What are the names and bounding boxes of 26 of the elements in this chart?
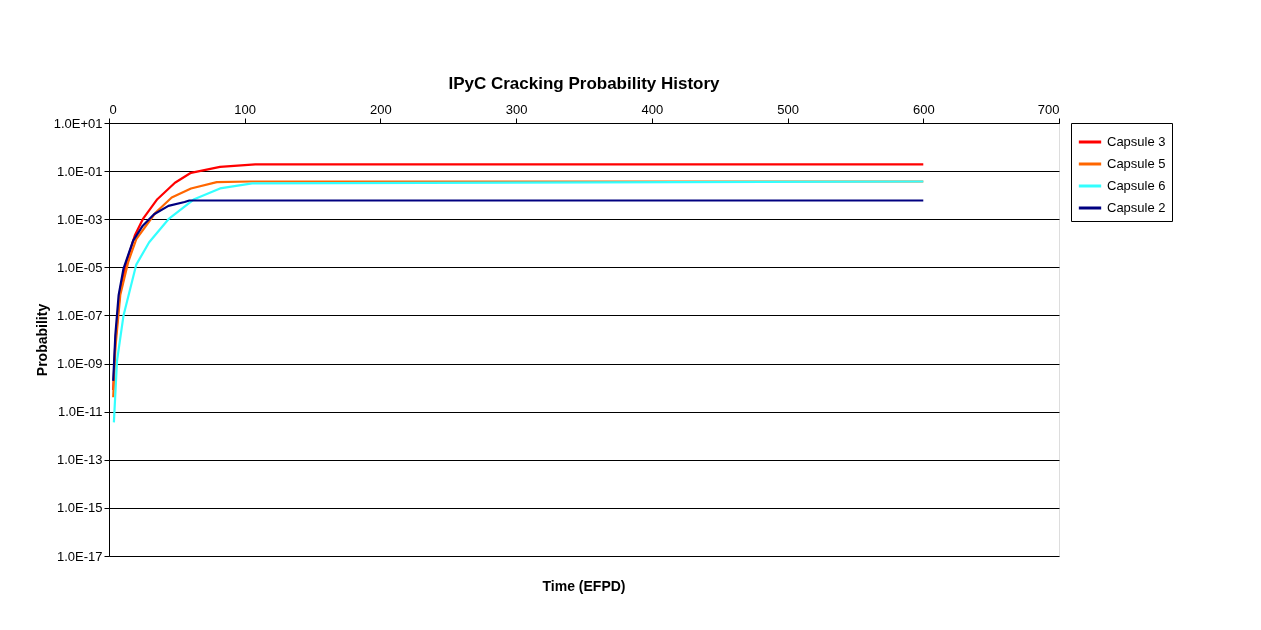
- y-tick-label: 1.0E-17: [56, 548, 103, 564]
- y-tick-label: 1.0E-15: [56, 500, 103, 516]
- x-tick-label: 300: [505, 101, 528, 117]
- chart-title: IPyC Cracking Probability History: [448, 74, 721, 93]
- y-tick-label: 1.0E-09: [56, 356, 103, 372]
- y-axis-title: Probability: [33, 303, 50, 377]
- x-tick-label: 600: [912, 101, 935, 117]
- legend-label: Capsule 2: [1107, 200, 1166, 215]
- x-axis-title: Time (EFPD): [542, 578, 626, 594]
- x-tick-label: 0: [109, 101, 117, 117]
- x-tick-label: 200: [370, 101, 392, 117]
- y-tick-label: 1.0E-03: [56, 211, 103, 227]
- legend-label: Capsule 5: [1107, 156, 1166, 171]
- x-tick-label: 400: [641, 101, 664, 117]
- y-tick-label: 1.0E-07: [56, 307, 103, 323]
- legend-label: Capsule 6: [1107, 178, 1166, 193]
- y-tick-label: 1.0E+01: [53, 115, 103, 131]
- x-tick-label: 100: [234, 101, 257, 117]
- line-series: [112, 199, 925, 383]
- y-tick-label: 1.0E-13: [56, 452, 103, 468]
- y-tick-label: 1.0E-01: [56, 163, 103, 179]
- legend-label: Capsule 3: [1107, 134, 1166, 149]
- x-tick-label: 500: [777, 101, 799, 117]
- x-tick-label: 700: [1037, 101, 1060, 117]
- y-tick-label: 1.0E-05: [56, 259, 103, 275]
- y-tick-label: 1.0E-11: [57, 404, 103, 420]
